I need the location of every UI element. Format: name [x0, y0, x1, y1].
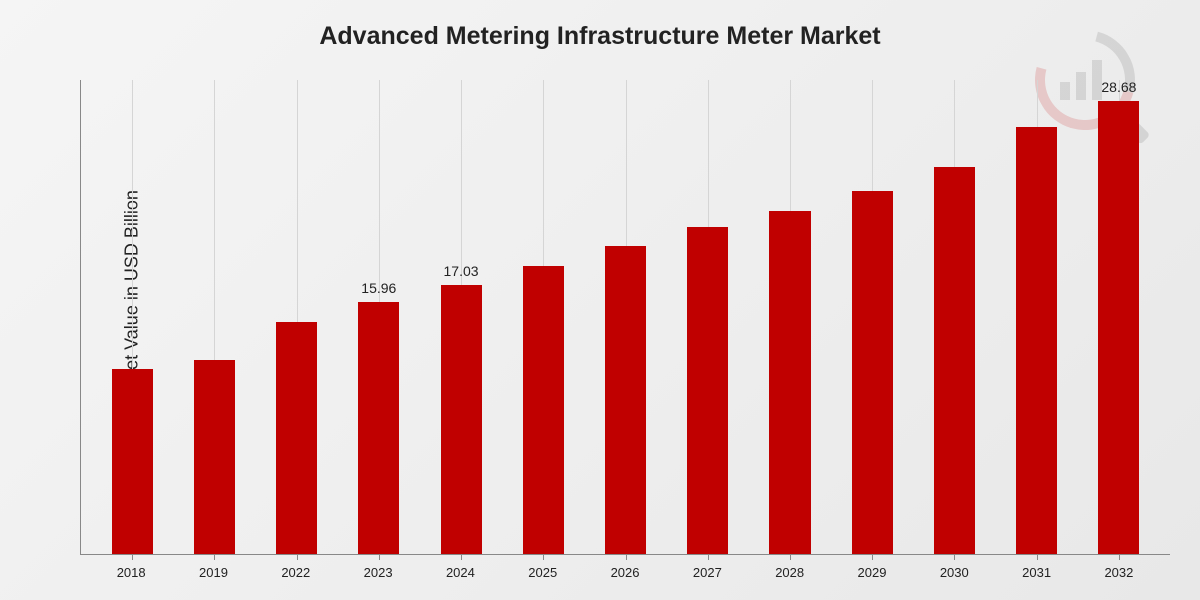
bar [769, 211, 810, 554]
chart-title: Advanced Metering Infrastructure Meter M… [0, 22, 1200, 51]
bar-value-label: 17.03 [444, 263, 479, 279]
x-tick [132, 554, 133, 560]
bar-slot [749, 80, 831, 554]
x-tick [708, 554, 709, 560]
bar: 17.03 [441, 285, 482, 554]
bar-slot [996, 80, 1078, 554]
x-axis-tick-label: 2025 [502, 565, 584, 580]
x-axis-tick-label: 2031 [995, 565, 1077, 580]
bar [934, 167, 975, 554]
x-axis-tick-label: 2023 [337, 565, 419, 580]
x-tick [543, 554, 544, 560]
x-axis-tick-label: 2024 [419, 565, 501, 580]
bar-slot [831, 80, 913, 554]
bar [852, 191, 893, 554]
bar-slot [667, 80, 749, 554]
x-tick [297, 554, 298, 560]
x-tick [379, 554, 380, 560]
x-tick [954, 554, 955, 560]
bar [687, 227, 728, 554]
x-axis-tick-label: 2026 [584, 565, 666, 580]
bar-value-label: 15.96 [361, 280, 396, 296]
bar-slot [173, 80, 255, 554]
bar: 15.96 [358, 302, 399, 554]
x-axis-tick-label: 2030 [913, 565, 995, 580]
x-tick [1119, 554, 1120, 560]
bar [605, 246, 646, 554]
bar-value-label: 28.68 [1101, 79, 1136, 95]
x-tick [1037, 554, 1038, 560]
bar [194, 360, 235, 554]
bar-slot: 17.03 [420, 80, 502, 554]
bar [276, 322, 317, 554]
bar-slot [255, 80, 337, 554]
bar-slot [91, 80, 173, 554]
x-axis-tick-label: 2032 [1078, 565, 1160, 580]
bar [1016, 127, 1057, 554]
bar [112, 369, 153, 554]
x-axis-tick-label: 2028 [749, 565, 831, 580]
x-axis-tick-label: 2022 [255, 565, 337, 580]
plot-area: 15.96 17.03 28.68 [80, 80, 1170, 555]
x-axis-tick-label: 2027 [666, 565, 748, 580]
x-tick [872, 554, 873, 560]
x-tick [214, 554, 215, 560]
bar-slot [584, 80, 666, 554]
bar-slot [913, 80, 995, 554]
x-tick [626, 554, 627, 560]
x-axis-tick-label: 2029 [831, 565, 913, 580]
bar-slot [502, 80, 584, 554]
x-axis-tick-label: 2019 [172, 565, 254, 580]
bar: 28.68 [1098, 101, 1139, 554]
bars-wrap: 15.96 17.03 28.68 [81, 80, 1170, 554]
x-tick [461, 554, 462, 560]
x-axis-labels: 2018201920222023202420252026202720282029… [80, 565, 1170, 580]
bar-slot: 15.96 [338, 80, 420, 554]
x-axis-tick-label: 2018 [90, 565, 172, 580]
bar [523, 266, 564, 554]
bar-slot: 28.68 [1078, 80, 1160, 554]
plot-container: 15.96 17.03 28.68 [80, 80, 1170, 555]
x-tick [790, 554, 791, 560]
